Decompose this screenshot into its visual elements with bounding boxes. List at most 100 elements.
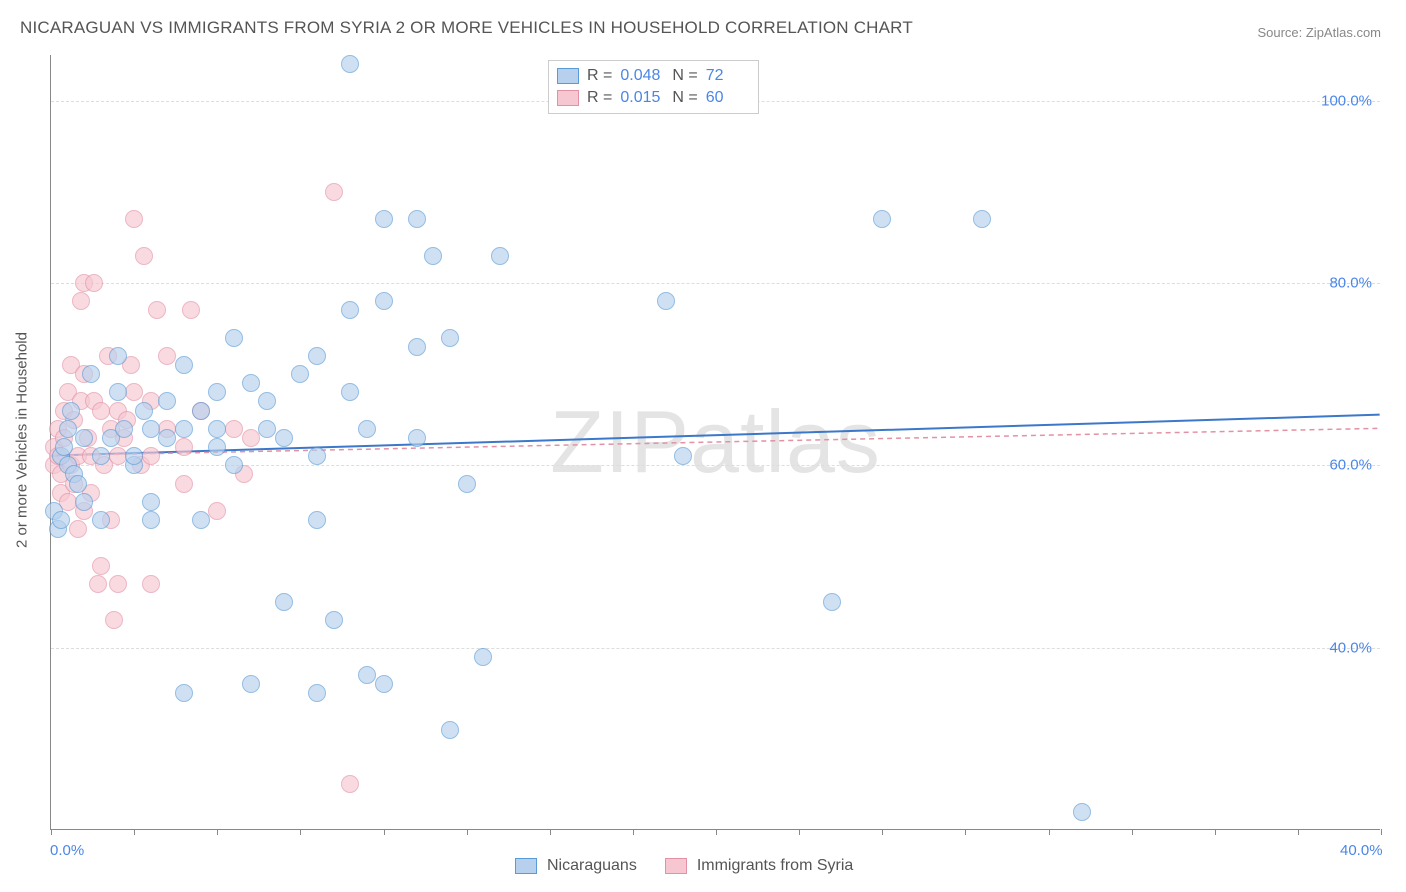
data-point xyxy=(291,365,309,383)
data-point xyxy=(441,329,459,347)
data-point xyxy=(408,210,426,228)
data-point xyxy=(192,511,210,529)
data-point xyxy=(109,347,127,365)
data-point xyxy=(375,210,393,228)
data-point xyxy=(135,402,153,420)
gridline xyxy=(51,283,1380,284)
data-point xyxy=(109,383,127,401)
data-point xyxy=(182,301,200,319)
data-point xyxy=(55,438,73,456)
x-tick xyxy=(633,829,634,835)
legend-r-label: R = xyxy=(587,89,612,107)
data-point xyxy=(192,402,210,420)
data-point xyxy=(92,511,110,529)
data-point xyxy=(72,292,90,310)
legend-r-label: R = xyxy=(587,67,612,85)
legend-swatch xyxy=(515,858,537,874)
data-point xyxy=(158,347,176,365)
data-point xyxy=(341,301,359,319)
data-point xyxy=(341,775,359,793)
data-point xyxy=(105,611,123,629)
legend-n-label: N = xyxy=(672,89,697,107)
data-point xyxy=(225,329,243,347)
data-point xyxy=(69,520,87,538)
data-point xyxy=(208,438,226,456)
data-point xyxy=(308,684,326,702)
data-point xyxy=(375,675,393,693)
x-tick-label: 0.0% xyxy=(50,842,84,859)
y-tick-label: 80.0% xyxy=(1329,274,1372,291)
x-tick xyxy=(384,829,385,835)
data-point xyxy=(491,247,509,265)
x-tick xyxy=(51,829,52,835)
x-tick xyxy=(1298,829,1299,835)
source-label: Source: ZipAtlas.com xyxy=(1257,25,1381,40)
x-tick xyxy=(716,829,717,835)
data-point xyxy=(242,374,260,392)
data-point xyxy=(674,447,692,465)
data-point xyxy=(158,429,176,447)
data-point xyxy=(973,210,991,228)
data-point xyxy=(308,511,326,529)
legend-n-value: 60 xyxy=(706,89,750,107)
data-point xyxy=(242,429,260,447)
legend-n-value: 72 xyxy=(706,67,750,85)
legend-r-value: 0.048 xyxy=(620,67,664,85)
watermark: ZIPatlas xyxy=(550,391,881,493)
y-axis-label: 2 or more Vehicles in Household xyxy=(14,332,31,548)
data-point xyxy=(242,675,260,693)
data-point xyxy=(208,383,226,401)
data-point xyxy=(142,575,160,593)
data-point xyxy=(325,611,343,629)
data-point xyxy=(325,183,343,201)
data-point xyxy=(69,475,87,493)
data-point xyxy=(142,493,160,511)
gridline xyxy=(51,465,1380,466)
data-point xyxy=(175,475,193,493)
chart-title: NICARAGUAN VS IMMIGRANTS FROM SYRIA 2 OR… xyxy=(20,18,913,38)
x-tick xyxy=(217,829,218,835)
data-point xyxy=(275,593,293,611)
gridline xyxy=(51,648,1380,649)
data-point xyxy=(125,383,143,401)
data-point xyxy=(75,493,93,511)
data-point xyxy=(85,274,103,292)
legend-swatch xyxy=(557,90,579,106)
x-tick xyxy=(1132,829,1133,835)
x-tick xyxy=(1049,829,1050,835)
y-tick-label: 100.0% xyxy=(1321,92,1372,109)
data-point xyxy=(125,447,143,465)
data-point xyxy=(341,55,359,73)
data-point xyxy=(657,292,675,310)
data-point xyxy=(175,420,193,438)
x-tick xyxy=(300,829,301,835)
x-tick xyxy=(965,829,966,835)
data-point xyxy=(208,502,226,520)
x-tick xyxy=(882,829,883,835)
data-point xyxy=(823,593,841,611)
data-point xyxy=(115,420,133,438)
data-point xyxy=(341,383,359,401)
data-point xyxy=(358,666,376,684)
data-point xyxy=(258,392,276,410)
data-point xyxy=(92,557,110,575)
data-point xyxy=(225,420,243,438)
data-point xyxy=(175,684,193,702)
data-point xyxy=(408,338,426,356)
data-point xyxy=(82,365,100,383)
data-point xyxy=(308,447,326,465)
y-tick-label: 40.0% xyxy=(1329,639,1372,656)
legend-series: NicaraguansImmigrants from Syria xyxy=(515,857,871,875)
data-point xyxy=(92,402,110,420)
legend-series-name: Nicaraguans xyxy=(547,857,637,875)
data-point xyxy=(208,420,226,438)
data-point xyxy=(358,420,376,438)
legend-swatch xyxy=(665,858,687,874)
data-point xyxy=(175,356,193,374)
x-tick xyxy=(1381,829,1382,835)
x-tick xyxy=(134,829,135,835)
data-point xyxy=(142,447,160,465)
data-point xyxy=(125,210,143,228)
data-point xyxy=(158,392,176,410)
data-point xyxy=(135,247,153,265)
